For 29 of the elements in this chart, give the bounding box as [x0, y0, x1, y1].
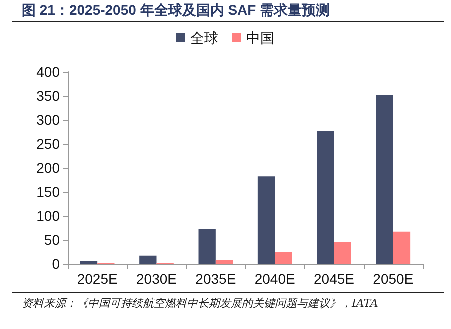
x-tick-label: 2030E: [136, 271, 177, 287]
bar: [80, 261, 98, 264]
x-tick-label: 2045E: [314, 271, 354, 287]
x-tick-label: 2025E: [77, 271, 118, 287]
bar: [198, 229, 216, 264]
y-tick-label: 350: [36, 88, 60, 104]
x-tick-label: 2040E: [254, 271, 296, 287]
y-tick-label: 100: [36, 208, 60, 224]
bar: [216, 260, 234, 264]
legend-label: 全球: [190, 30, 218, 46]
bar: [317, 131, 334, 264]
x-tick-label: 2050E: [373, 271, 414, 287]
y-tick-label: 150: [36, 184, 60, 200]
bar: [140, 256, 157, 264]
x-tick-label: 2035E: [196, 271, 236, 287]
chart-title: 图 21：2025-2050 年全球及国内 SAF 需求量预测: [12, 2, 444, 22]
y-tick-label: 50: [44, 232, 60, 248]
text: 资料来源：《中国可持续航空燃料中长期发展的关键问题与建议》，IATA: [12, 292, 444, 311]
y-tick-label: 0: [52, 256, 60, 272]
y-tick-label: 300: [36, 112, 60, 128]
bar: [376, 96, 394, 264]
y-tick-label: 250: [36, 136, 60, 152]
bar: [334, 242, 352, 264]
bar: [275, 252, 292, 264]
bar: [258, 176, 276, 264]
legend-label: 中国: [246, 30, 274, 46]
y-tick-label: 400: [36, 64, 60, 80]
bar: [393, 232, 411, 264]
y-tick-label: 200: [36, 160, 60, 176]
